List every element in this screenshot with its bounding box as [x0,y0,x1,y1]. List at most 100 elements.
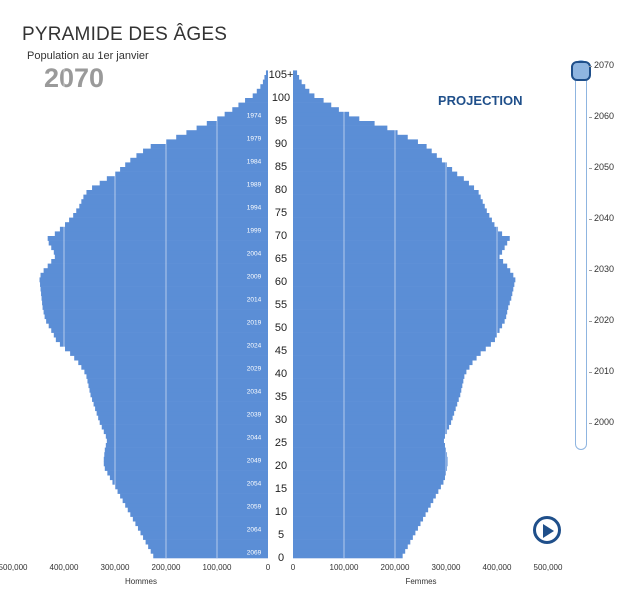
slider-year-label[interactable]: 2020 [594,315,615,325]
bar-hommes [96,410,268,416]
bar-hommes [106,438,268,444]
x-tick-label-hommes: 200,000 [152,563,181,572]
x-axis-label-hommes: Hommes [125,577,157,586]
year-slider-track[interactable] [575,60,587,450]
x-tick-label-hommes: 0 [266,563,271,572]
bar-femmes [293,130,398,136]
age-tick-label: 25 [275,437,287,449]
bar-femmes [293,208,487,214]
bar-femmes [293,484,441,490]
age-tick-label: 0 [278,552,284,564]
bar-hommes [41,291,268,297]
bar-hommes [53,249,268,255]
bar-hommes [44,314,269,320]
bar-femmes [293,378,464,384]
x-tick-label-femmes: 400,000 [483,563,512,572]
x-tick-label-femmes: 300,000 [432,563,461,572]
x-tick-label-hommes: 300,000 [101,563,130,572]
birth-year-label: 1989 [247,181,262,188]
bar-femmes [293,75,300,80]
bar-femmes [293,489,439,494]
bar-hommes [112,479,268,485]
year-slider-handle[interactable] [571,61,591,81]
bar-femmes [293,102,332,108]
bar-hommes [69,217,268,223]
bar-hommes [103,429,268,435]
bar-femmes [293,309,508,315]
age-tick-label: 35 [275,391,287,403]
bar-hommes [51,259,268,264]
birth-year-label: 2019 [247,319,262,326]
bar-hommes [81,364,268,370]
slider-year-label[interactable]: 2070 [594,60,615,70]
bar-femmes [293,144,427,149]
slider-tick [589,219,592,220]
bar-femmes [293,516,424,522]
bar-hommes [130,512,268,517]
bar-hommes [122,498,269,504]
bar-femmes [293,456,448,462]
bar-femmes [293,447,446,453]
slider-year-label[interactable]: 2010 [594,366,615,376]
x-tick-label-hommes: 500,000 [0,563,28,572]
bar-femmes [293,93,315,99]
bar-hommes [48,240,269,246]
slider-tick [589,270,592,271]
bar-hommes [47,263,269,269]
bar-hommes [245,98,268,103]
bar-hommes [224,111,268,117]
slider-year-label[interactable]: 2040 [594,213,615,223]
bar-hommes [40,286,268,292]
slider-year-label[interactable]: 2060 [594,111,615,121]
slider-year-label[interactable]: 2050 [594,162,615,172]
bar-hommes [84,369,269,375]
play-button[interactable] [533,516,561,544]
bar-femmes [293,498,434,504]
bar-femmes [293,134,408,140]
bar-hommes [55,337,269,343]
bar-hommes [186,130,268,136]
bar-femmes [293,328,500,333]
bar-hommes [47,236,269,241]
slider-tick [589,117,592,118]
bar-hommes [127,507,268,513]
bar-hommes [176,134,268,140]
slider-year-label[interactable]: 2000 [594,417,615,427]
slider-tick [589,168,592,169]
bar-femmes [293,180,469,186]
bar-femmes [293,512,426,517]
bar-hommes [132,516,268,522]
bar-femmes [293,544,408,550]
bar-femmes [293,318,505,324]
bar-hommes [51,245,268,251]
bar-hommes [59,341,268,347]
x-tick-label-femmes: 500,000 [534,563,563,572]
x-axis-label-femmes: Femmes [405,577,436,586]
bar-hommes [104,452,268,458]
bar-femmes [293,305,509,310]
bar-hommes [39,277,268,283]
bar-hommes [137,525,268,531]
bar-femmes [293,111,350,117]
birth-year-label: 2034 [247,388,262,395]
bar-hommes [217,116,268,122]
birth-year-label: 1974 [247,112,262,119]
bar-hommes [103,461,268,467]
bar-hommes [103,456,268,462]
bar-femmes [293,249,503,255]
bar-femmes [293,355,477,361]
bar-femmes [293,415,453,421]
bar-femmes [293,337,495,343]
bar-femmes [293,502,431,508]
bar-hommes [42,300,268,306]
bar-hommes [125,162,268,168]
bar-femmes [293,369,467,375]
slider-year-label[interactable]: 2030 [594,264,615,274]
age-tick-label: 95 [275,115,287,127]
slider-tick [589,321,592,322]
bar-femmes [293,254,500,260]
bar-hommes [256,88,268,94]
birth-year-label: 1979 [247,135,262,142]
birth-year-label: 2054 [247,480,262,487]
